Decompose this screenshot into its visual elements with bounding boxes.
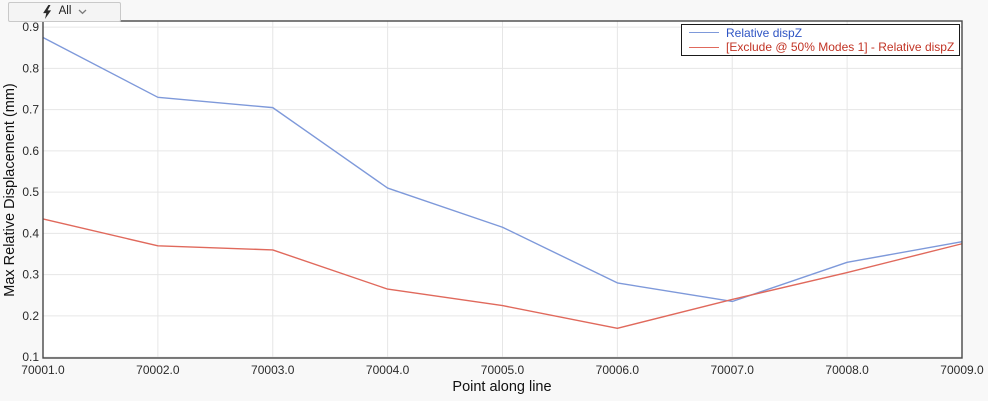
quick-access-toolbar[interactable]: All bbox=[8, 2, 121, 22]
y-tick-label: 0.7 bbox=[22, 103, 39, 117]
y-tick-label: 0.2 bbox=[22, 309, 39, 323]
x-tick-label: 70002.0 bbox=[136, 363, 180, 377]
x-tick-label: 70009.0 bbox=[940, 363, 984, 377]
legend-line-sample-blue bbox=[689, 32, 719, 34]
y-tick-label: 0.4 bbox=[22, 226, 39, 240]
series-line-0 bbox=[42, 36, 963, 303]
x-tick-label: 70005.0 bbox=[481, 363, 525, 377]
x-tick-label: 70006.0 bbox=[596, 363, 640, 377]
legend: Relative dispZ [Exclude @ 50% Modes 1] -… bbox=[681, 24, 960, 56]
chevron-down-icon[interactable] bbox=[78, 9, 87, 15]
x-tick-label: 70007.0 bbox=[711, 363, 755, 377]
series-line-1 bbox=[42, 218, 963, 330]
y-tick-label: 0.5 bbox=[22, 185, 39, 199]
y-axis-title: Max Relative Displacement (mm) bbox=[2, 83, 18, 297]
y-tick-label: 0.9 bbox=[22, 20, 39, 34]
x-tick-label: 70004.0 bbox=[366, 363, 410, 377]
y-tick-label: 0.8 bbox=[22, 61, 39, 75]
legend-item: [Exclude @ 50% Modes 1] - Relative dispZ bbox=[689, 40, 959, 54]
x-tick-label: 70001.0 bbox=[21, 363, 65, 377]
legend-label: [Exclude @ 50% Modes 1] - Relative dispZ bbox=[726, 40, 955, 55]
toolbar-all-dropdown-label[interactable]: All bbox=[58, 5, 72, 18]
y-tick-label: 0.1 bbox=[22, 350, 39, 364]
x-tick-label: 70008.0 bbox=[825, 363, 869, 377]
y-tick-label: 0.3 bbox=[22, 268, 39, 282]
y-tick-label: 0.6 bbox=[22, 144, 39, 158]
legend-label: Relative dispZ bbox=[726, 25, 803, 40]
plot-border bbox=[42, 20, 963, 359]
legend-line-sample-red bbox=[689, 46, 719, 48]
legend-item: Relative dispZ bbox=[689, 26, 959, 40]
lightning-bolt-icon bbox=[42, 5, 51, 19]
x-tick-label: 70003.0 bbox=[251, 363, 295, 377]
x-axis-title: Point along line bbox=[452, 379, 551, 395]
